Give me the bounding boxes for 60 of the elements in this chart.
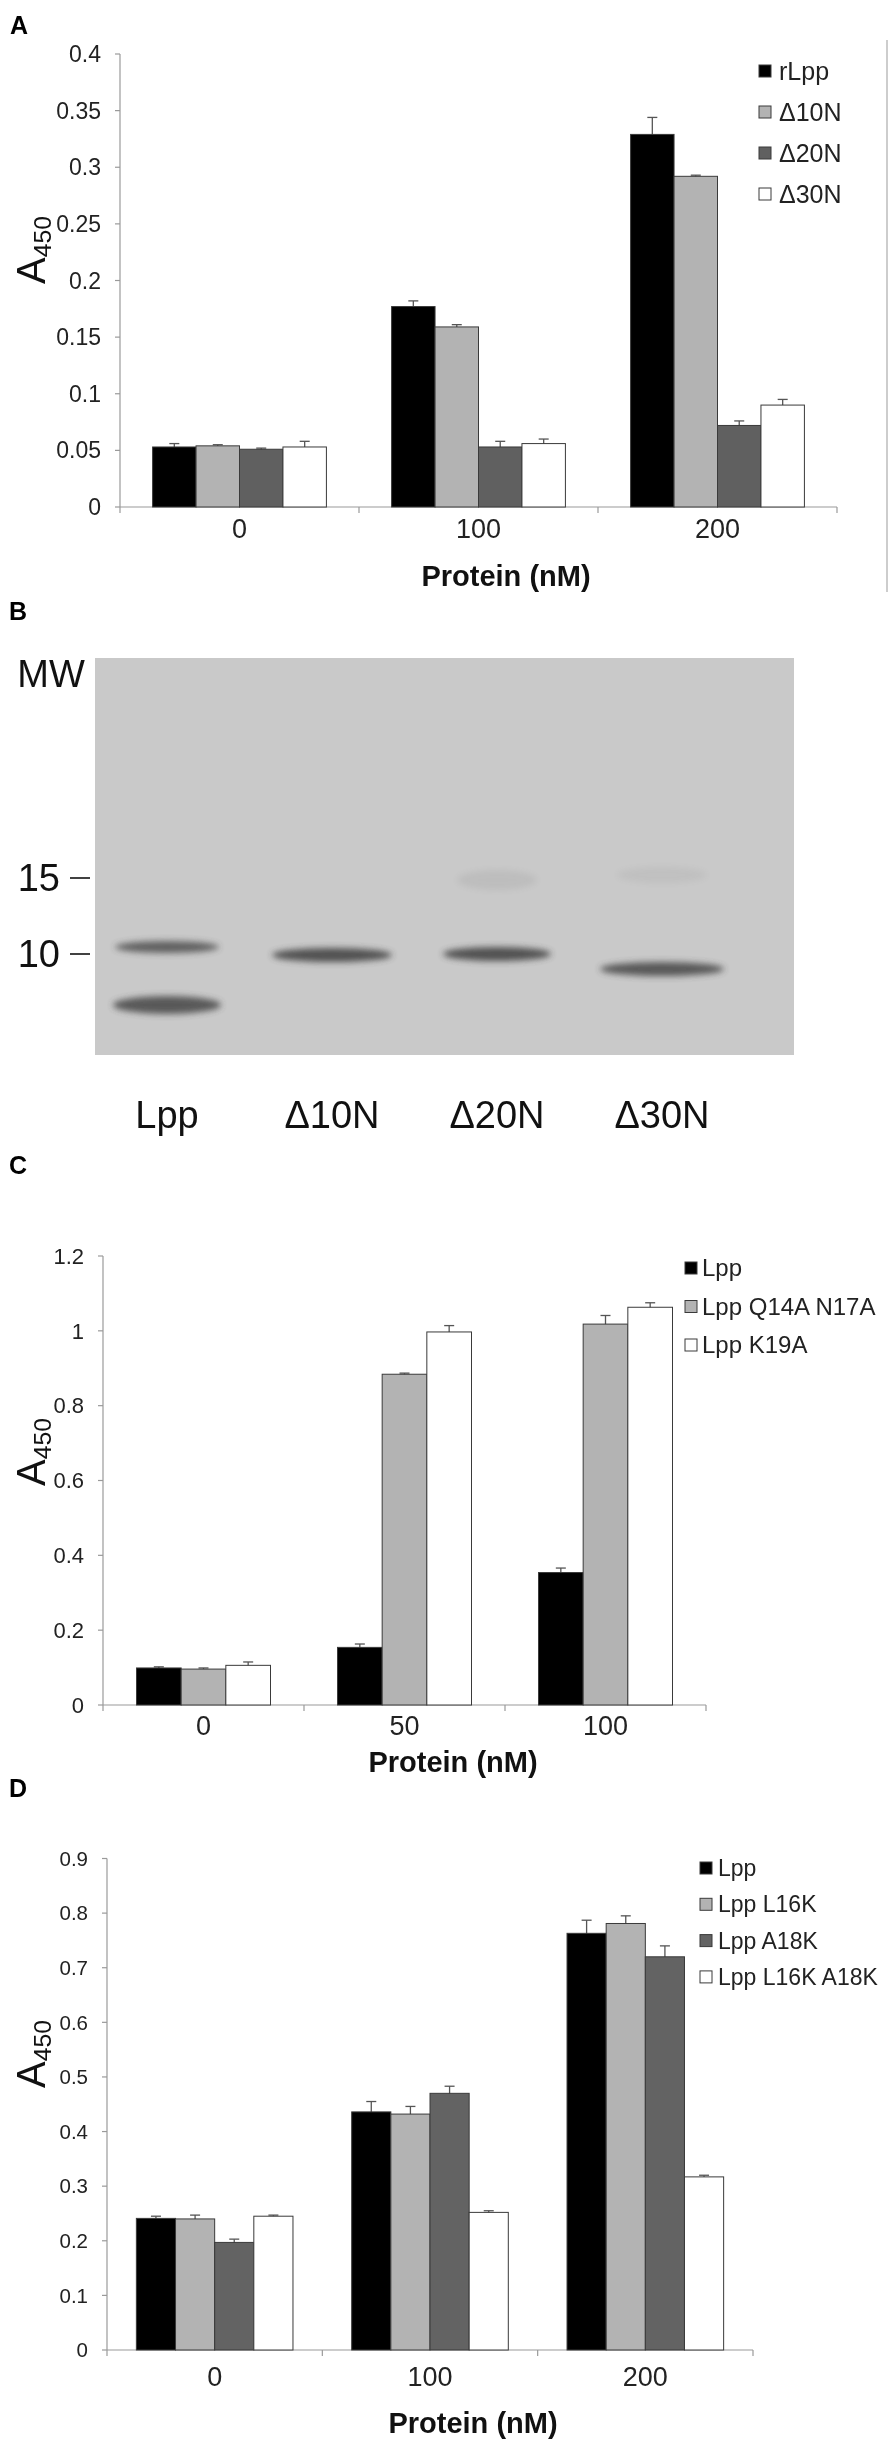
- x-tick-label: 100: [407, 2362, 453, 2392]
- y-tick-label: 0.6: [59, 2010, 88, 2034]
- y-tick-label: 0.3: [69, 154, 101, 181]
- x-axis-title: Protein (nM): [368, 1746, 538, 1778]
- legend-label: Δ10N: [779, 97, 842, 126]
- x-axis-title: Protein (nM): [388, 2407, 558, 2439]
- y-tick-label: 0: [76, 2338, 88, 2362]
- category-label: Lpp: [135, 1094, 199, 1136]
- text: MW: [17, 653, 85, 695]
- x-tick-label: 0: [195, 1711, 212, 1741]
- x-tick-label: 200: [694, 514, 741, 544]
- y-tick-label: 0.2: [69, 267, 101, 294]
- legend-label: Δ30N: [779, 179, 842, 208]
- y-tick-label: 0.05: [56, 437, 101, 464]
- y-tick-label: 0.35: [56, 97, 101, 124]
- chart-title: A: [10, 11, 29, 39]
- y-tick-label: 0.15: [56, 324, 101, 351]
- legend-label: Lpp: [718, 1855, 757, 1882]
- y-tick-label: 0.9: [59, 1846, 88, 1870]
- chart-title: D: [9, 1774, 28, 1802]
- x-tick-label: 100: [455, 514, 502, 544]
- y-tick-label: 0.1: [69, 380, 101, 407]
- x-tick-label: 0: [207, 2362, 223, 2392]
- y-tick-label: 0.1: [59, 2283, 88, 2307]
- chart-title: C: [9, 1151, 28, 1179]
- legend-label: Lpp: [702, 1254, 743, 1282]
- category-label: Δ10N: [284, 1094, 380, 1136]
- y-tick-label: 0.4: [59, 2119, 88, 2143]
- text: B: [9, 597, 28, 625]
- legend-label: rLpp: [779, 56, 830, 85]
- y-tick-label: 0.5: [59, 2065, 88, 2089]
- y-tick-label: 0.7: [59, 1955, 88, 1979]
- category-label: Δ30N: [614, 1094, 710, 1136]
- category-label: Δ20N: [449, 1094, 545, 1136]
- y-tick-label: 0.8: [59, 1901, 88, 1925]
- y-tick-label: 0: [71, 1692, 84, 1718]
- legend-label: Lpp A18K: [718, 1927, 819, 1954]
- y-tick-label: 0.2: [53, 1617, 84, 1643]
- legend-label: Lpp Q14A N17A: [702, 1292, 876, 1320]
- x-tick-label: 0: [231, 514, 248, 544]
- legend-label: Lpp L16K: [718, 1891, 818, 1918]
- legend-label: Lpp L16K A18K: [718, 1963, 879, 1990]
- x-axis-title: Protein (nM): [421, 560, 591, 592]
- x-tick-label: 100: [582, 1711, 629, 1741]
- y-tick-label: 0.4: [53, 1543, 84, 1569]
- x-tick-label: 200: [622, 2362, 668, 2392]
- x-tick-label: 50: [389, 1711, 420, 1741]
- y-tick-label: 0.2: [59, 2228, 88, 2252]
- legend-label: Δ20N: [779, 138, 842, 167]
- text: 10: [17, 933, 60, 975]
- y-tick-label: 0.6: [53, 1468, 84, 1494]
- y-tick-label: 1.2: [53, 1243, 84, 1269]
- y-tick-label: 0: [88, 494, 101, 521]
- legend-label: Lpp K19A: [702, 1331, 808, 1359]
- text: 15: [17, 857, 60, 899]
- y-tick-label: 1: [71, 1318, 84, 1344]
- y-tick-label: 0.25: [56, 210, 101, 237]
- y-tick-label: 0.8: [53, 1393, 84, 1419]
- y-tick-label: 0.3: [59, 2174, 88, 2198]
- y-tick-label: 0.4: [69, 41, 102, 68]
